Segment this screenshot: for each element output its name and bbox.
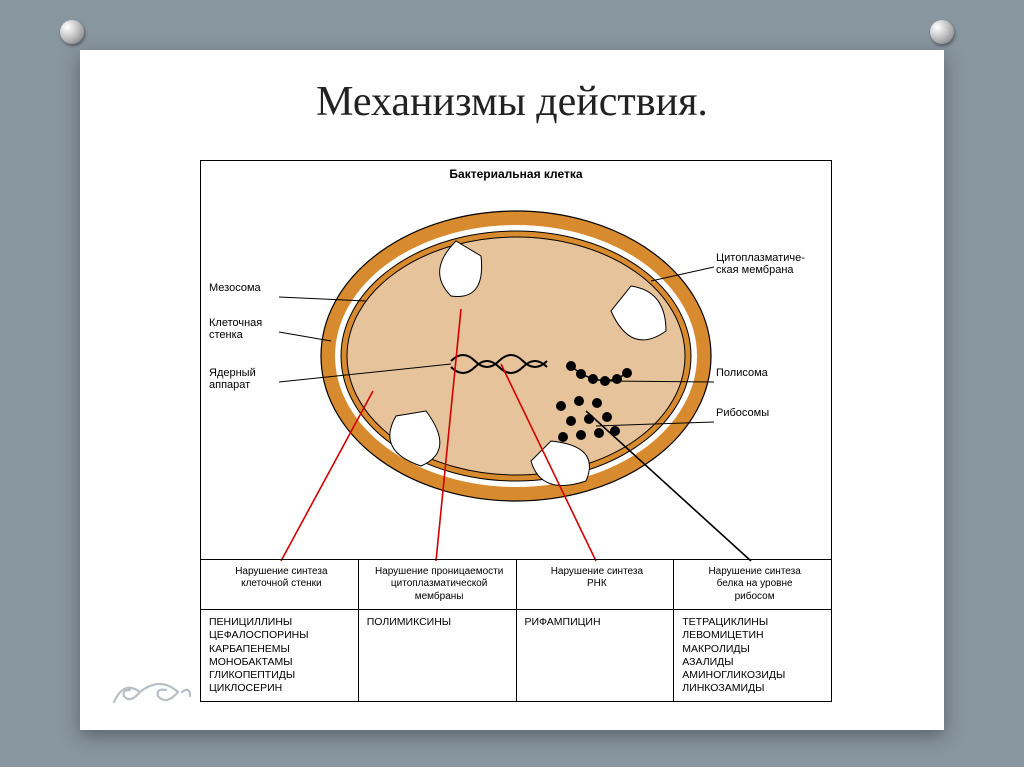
drug-list-cell: ПОЛИМИКСИНЫ: [358, 610, 516, 702]
cell-svg: Мезосома Клеточнаястенка Ядерныйаппарат Цит…: [201, 181, 831, 571]
svg-text:Полисома: Полисома: [716, 367, 769, 379]
svg-text:Мезосома: Мезосома: [209, 282, 262, 294]
drug-list-cell: ПЕНИЦИЛЛИНЫЦЕФАЛОСПОРИНЫКАРБАПЕНЕМЫМОНОБ…: [201, 610, 359, 702]
pin-icon: [930, 20, 964, 54]
pin-icon: [60, 20, 94, 54]
slide-title: Механизмы действия.: [80, 78, 944, 126]
mechanism-header-cell: Нарушение синтезаклеточной стенки: [201, 559, 359, 610]
drug-list-cell: ТЕТРАЦИКЛИНЫЛЕВОМИЦЕТИНМАКРОЛИДЫАЗАЛИДЫА…: [674, 610, 832, 702]
svg-text:Рибосомы: Рибосомы: [716, 407, 769, 419]
mechanism-header-cell: Нарушение синтезабелка на уровнерибосом: [674, 559, 832, 610]
mechanism-table: Нарушение синтезаклеточной стенкиНарушен…: [200, 559, 832, 702]
svg-text:Ядерныйаппарат: Ядерныйаппарат: [209, 367, 256, 391]
slide-background: Механизмы действия. Бактериальная клетка…: [0, 0, 1024, 767]
mechanism-header-cell: Нарушение синтезаРНК: [516, 559, 674, 610]
slide-sheet: Механизмы действия. Бактериальная клетка…: [80, 50, 944, 730]
swirl-decor-icon: [110, 674, 192, 708]
drug-list-cell: РИФАМПИЦИН: [516, 610, 674, 702]
diagram-top-label: Бактериальная клетка: [201, 167, 831, 181]
svg-text:Цитоплазматиче-ская мембрана: Цитоплазматиче-ская мембрана: [716, 252, 805, 276]
svg-text:Клеточнаястенка: Клеточнаястенка: [209, 317, 262, 341]
bacterial-cell-diagram: Бактериальная клетка Мезосома Клеточнаяст…: [200, 160, 832, 702]
mechanism-header-cell: Нарушение проницаемостицитоплазматическо…: [358, 559, 516, 610]
